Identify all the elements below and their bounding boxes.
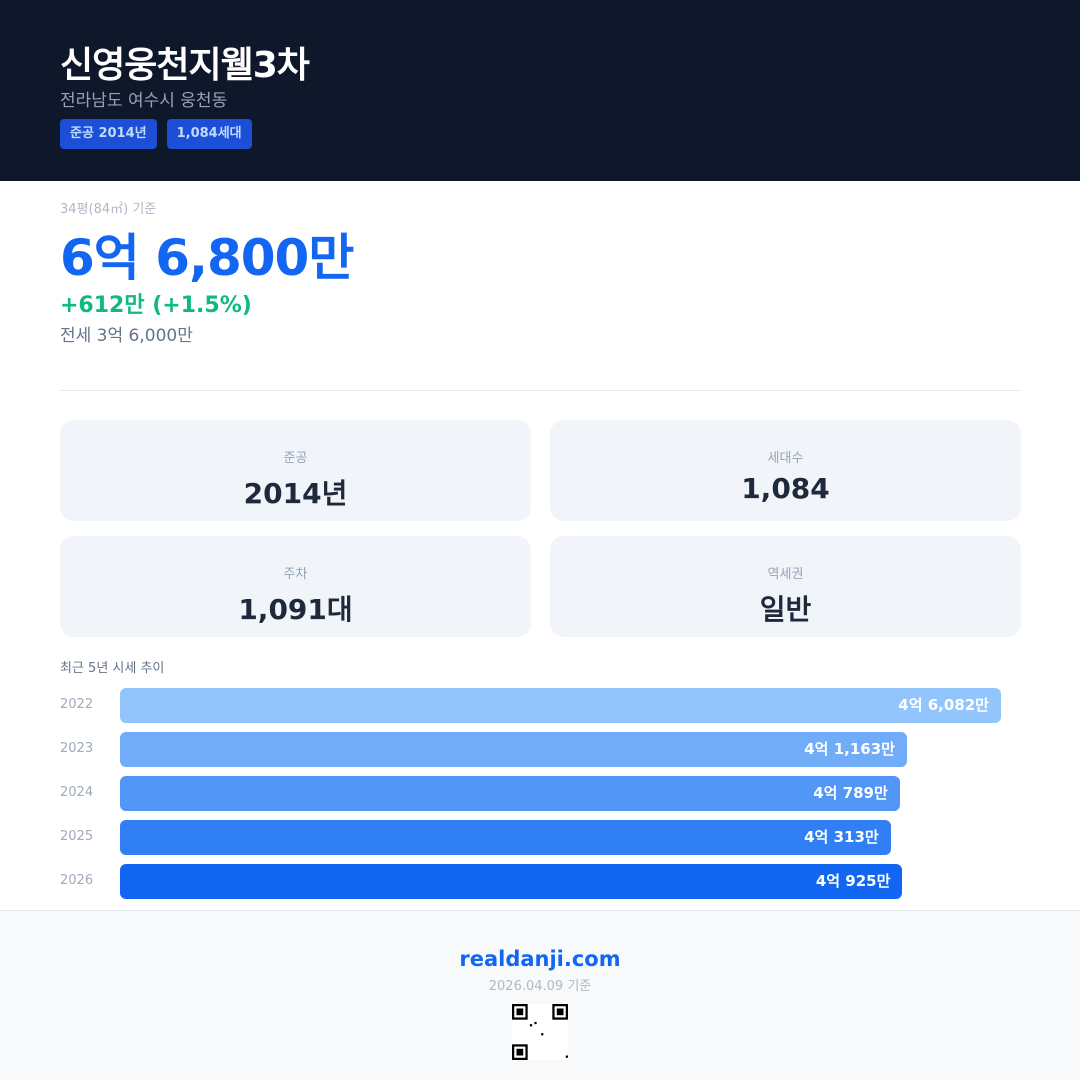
year-label: 2024 — [60, 785, 94, 800]
price-change: +612만 (+1.5%) — [60, 293, 252, 318]
stat-value: 1,091대 — [238, 593, 353, 626]
data-date: 2026.04.09 기준 — [488, 979, 592, 994]
stat-card-station: 역세권 일반 — [550, 536, 1021, 637]
header: 신영웅천지웰3차 전라남도 여수시 웅천동 준공 2014년 1,084세대 — [0, 0, 1080, 181]
site-link[interactable]: realdanji.com — [459, 947, 621, 971]
stat-card-parking: 주차 1,091대 — [60, 536, 531, 637]
stat-label: 주차 — [283, 567, 308, 582]
bar: 4억 313만 — [120, 820, 891, 855]
bar: 4억 925만 — [120, 864, 903, 899]
stat-label: 역세권 — [767, 567, 804, 582]
badge-built-year: 준공 2014년 — [60, 119, 157, 149]
stat-card-households: 세대수 1,084 — [550, 420, 1021, 521]
address: 전라남도 여수시 웅천동 — [60, 91, 228, 111]
stat-value: 1,084 — [741, 472, 830, 505]
badge-households: 1,084세대 — [166, 119, 252, 149]
complex-title: 신영웅천지웰3차 — [60, 45, 310, 86]
trend-title: 최근 5년 시세 추이 — [60, 661, 165, 676]
divider — [60, 390, 1021, 391]
sale-price: 6억 6,800만 — [60, 229, 354, 287]
bar: 4억 6,082만 — [120, 688, 1001, 723]
bar-row: 2023 4억 1,163만 — [60, 732, 1021, 767]
bar-row: 2025 4억 313만 — [60, 820, 1021, 855]
stat-label: 세대수 — [767, 451, 804, 466]
bar-row: 2024 4억 789만 — [60, 776, 1021, 811]
stat-value: 2014년 — [243, 477, 348, 510]
bar-row: 2022 4억 6,082만 — [60, 688, 1021, 723]
bar: 4억 1,163만 — [120, 732, 907, 767]
stat-value: 일반 — [759, 593, 812, 626]
stat-label: 준공 — [283, 451, 308, 466]
qr-code-icon — [512, 1004, 568, 1060]
jeonse-price: 전세 3억 6,000만 — [60, 326, 193, 346]
year-label: 2023 — [60, 741, 94, 756]
year-label: 2022 — [60, 697, 94, 712]
bar-row: 2026 4억 925만 — [60, 864, 1021, 899]
stat-card-built: 준공 2014년 — [60, 420, 531, 521]
year-label: 2025 — [60, 829, 94, 844]
price-basis: 34평(84㎡) 기준 — [60, 202, 157, 217]
year-label: 2026 — [60, 873, 94, 888]
bar: 4억 789만 — [120, 776, 900, 811]
footer: realdanji.com 2026.04.09 기준 — [0, 910, 1080, 1080]
